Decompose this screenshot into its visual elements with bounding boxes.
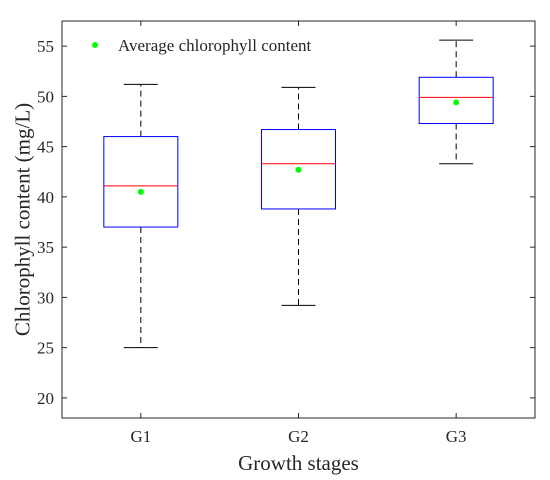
y-tick-label: 50 (37, 87, 54, 106)
x-tick-label: G1 (130, 427, 151, 446)
y-tick-label: 45 (37, 138, 54, 157)
mean-marker (453, 99, 460, 106)
box-G3 (418, 39, 494, 165)
y-axis-title: Chlorophyll content (mg/L) (10, 103, 34, 336)
box-G2 (261, 86, 336, 306)
y-axis: 20 25 30 35 40 45 50 55 (37, 37, 535, 408)
x-axis: G1 G2 G3 (130, 21, 467, 446)
y-tick-label: 20 (37, 389, 54, 408)
iqr-box (261, 129, 336, 210)
legend-label: Average chlorophyll content (118, 36, 312, 55)
iqr-box (418, 76, 494, 125)
y-tick-label: 35 (37, 238, 54, 257)
x-tick-label: G3 (446, 427, 467, 446)
iqr-box (103, 136, 179, 228)
box-G1 (103, 83, 179, 349)
y-tick-label: 40 (37, 188, 54, 207)
mean-marker (137, 188, 144, 195)
legend-mean-marker (92, 42, 98, 48)
y-tick-label: 55 (37, 37, 54, 56)
y-tick-label: 30 (37, 288, 54, 307)
plot-marks (103, 39, 494, 349)
mean-marker (295, 166, 302, 173)
y-tick-label: 25 (37, 339, 54, 358)
x-tick-label: G2 (288, 427, 309, 446)
legend: Average chlorophyll content (92, 36, 312, 55)
x-axis-title: Growth stages (238, 451, 359, 475)
